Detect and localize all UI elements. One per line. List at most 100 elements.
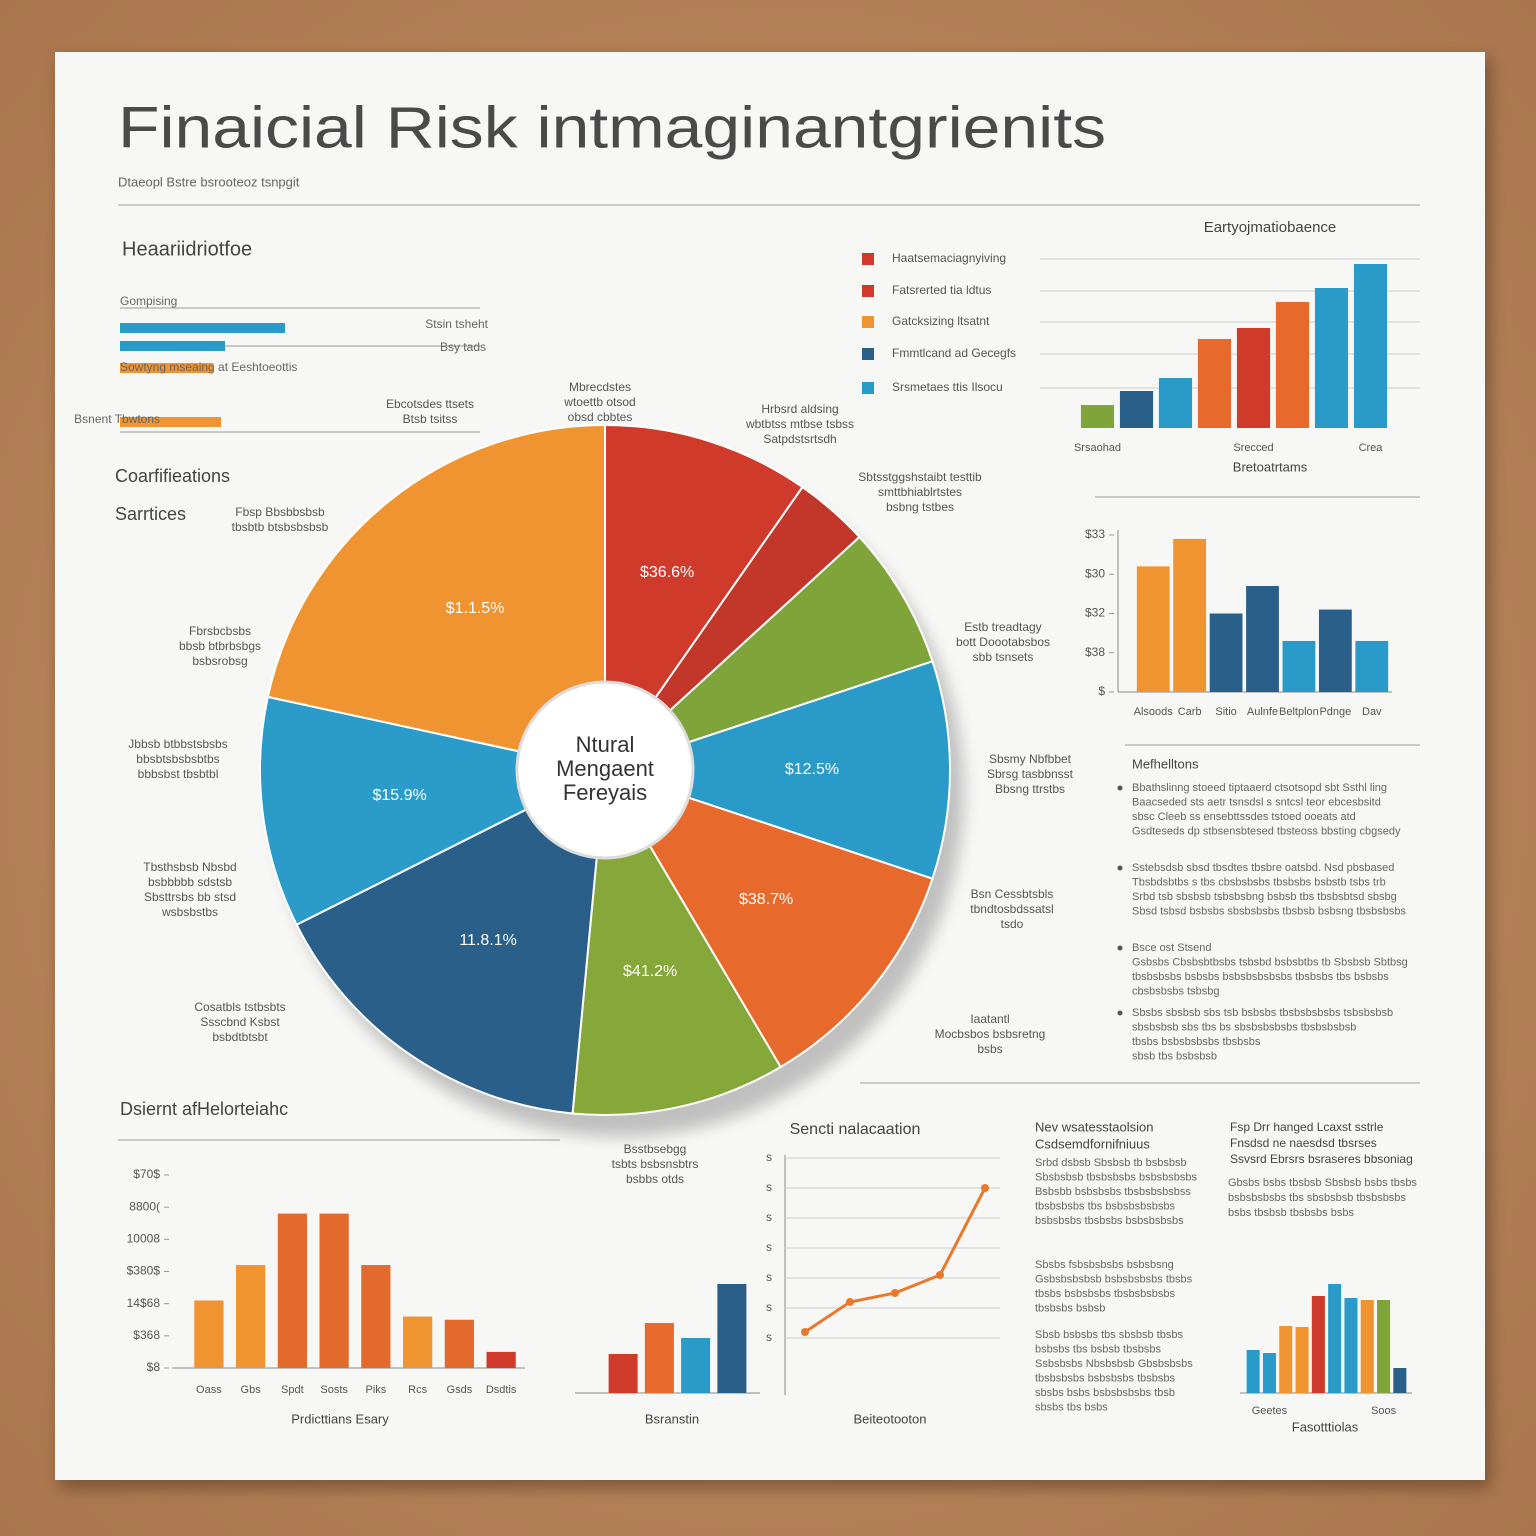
x-tick-label: Pdnge [1319, 706, 1351, 718]
note-line: Srbd tsb sbsbsb tsbsbsbng bsbsb tbs tbsb… [1132, 891, 1397, 903]
chart-title: Sencti nalacaation [790, 1121, 921, 1138]
bar [1314, 288, 1349, 428]
slice-label: $36.6% [640, 564, 694, 581]
note-line: Sbsbs fsbsbsbsbs bsbsbsng [1035, 1259, 1174, 1271]
bar [1197, 339, 1232, 428]
note-line: Gsdteseds dp stbsensbtesed tbsteoss bbst… [1132, 825, 1401, 837]
x-tick-label: Dsdtis [486, 1384, 517, 1396]
bullet [1117, 945, 1123, 951]
note-line: Gsbsbsbsbsb bsbsbsbsbs tbsbs [1035, 1273, 1193, 1285]
callout: Tbsthsbsb Nbsbd [143, 860, 236, 874]
bar [120, 417, 221, 427]
callout: bsbsrobsg [192, 654, 247, 668]
bar [1246, 1350, 1260, 1393]
callout: Iaatantl [970, 1012, 1009, 1026]
legend-label: Fmmtlcand ad Gecegfs [892, 346, 1016, 360]
bar [1279, 1326, 1293, 1393]
y-tick-label: s [766, 1180, 772, 1194]
x-axis-label: Beiteotooton [853, 1411, 926, 1426]
pie-slice [266, 423, 606, 772]
slice-label: 11.8.1% [459, 932, 517, 949]
callout: sbb tsnsets [973, 650, 1034, 664]
bar [1360, 1300, 1374, 1393]
note-line: sbsbsbsb sbs tbs bs sbsbsbsbsbs tbsbsbsb… [1132, 1021, 1356, 1033]
y-tick-label: s [766, 1210, 772, 1224]
bar [1393, 1368, 1407, 1393]
note-line: bsbsbs tbs bsbsb tbsbsbs [1035, 1343, 1161, 1355]
note-line: Gbsbs bsbs tbsbsb Sbsbsb bsbs tbsbs [1228, 1177, 1417, 1189]
pie-slice [602, 768, 934, 1069]
x-axis-label: Bsranstin [645, 1411, 699, 1426]
callout: Hrbsrd aldsing [761, 402, 838, 416]
bar [1282, 640, 1316, 692]
line-point [846, 1298, 854, 1306]
callout: tbsbtb btsbsbsbsb [232, 520, 329, 534]
note-line: Sbsbs sbsbsb sbs tsb bsbsbs tbsbsbsbsbs … [1132, 1007, 1393, 1019]
callout: Jbbsb btbbstsbsbs [128, 737, 227, 751]
chart-title: Eartyojmatiobaence [1204, 219, 1337, 236]
pie-slice [604, 535, 934, 771]
chart-title: Heaariidriotfoe [122, 238, 252, 260]
callout: tbndtosbdssatsl [970, 902, 1053, 916]
note-heading: Csdsemdfornifniuus [1035, 1136, 1150, 1151]
bar-label: Bsnent Tbwtons [74, 412, 160, 426]
note-line: cbsbsbsbs tsbsbg [1132, 985, 1219, 997]
bar [1295, 1327, 1309, 1393]
callout: Sbsttrsbs bb stsd [144, 890, 236, 904]
x-tick-label: Soos [1371, 1405, 1397, 1417]
x-axis-label: Bretoatrtams [1233, 459, 1308, 474]
bar [1262, 1353, 1276, 1393]
callout: Bsn Cessbtsbls [971, 887, 1054, 901]
chart-title: Ssvsrd Ebrsrs bsraseres bbsoniag [1230, 1152, 1413, 1166]
callout: obsd cbbtes [568, 410, 633, 424]
bar [361, 1265, 391, 1368]
note-line: Srbd dsbsb Sbsbsb tb bsbsbsb [1035, 1157, 1187, 1169]
note-line: Bbathslinng stoeed tiptaaerd ctsotsopd s… [1132, 782, 1387, 794]
line-point [981, 1184, 989, 1192]
bar [1311, 1296, 1325, 1393]
bar [120, 363, 213, 373]
poster-subtitle: Dtaeopl Bstre bsrooteoz tsnpgit [118, 174, 300, 189]
x-tick-label: Spdt [281, 1384, 304, 1396]
x-tick-label: Crea [1359, 442, 1384, 454]
y-tick-label: $70$ [133, 1167, 160, 1181]
note-line: bsbs tbsbsb tbsbsbs bsbs [1228, 1207, 1354, 1219]
note-line: Tbsbdsbtbs s tbs cbsbsbsbs tbsbsbs bsbst… [1132, 876, 1386, 888]
annotation: Stsin tsheht [425, 317, 488, 331]
note-line: Gsbsbs Cbsbsbtbsbs tsbsbd bsbsbtbs tb Sb… [1132, 956, 1408, 968]
callout: Ebcotsdes ttsets [386, 397, 474, 411]
callout: tsdo [1001, 917, 1024, 931]
bar [1355, 640, 1389, 692]
callout: bsbng tstbes [886, 500, 954, 514]
bar-label: Gompising [120, 294, 177, 308]
callout: Cosatbls tstbsbts [194, 1000, 285, 1014]
callout: bbsb btbrbsbgs [179, 639, 261, 653]
bar [1119, 391, 1154, 428]
bar [717, 1284, 747, 1393]
note-heading: Nev wsatesstaolsion [1035, 1119, 1154, 1134]
legend-swatch [862, 253, 874, 265]
x-tick-label: Sosts [320, 1384, 348, 1396]
y-tick-label: 14$68 [127, 1296, 161, 1310]
callout: bsbbbbb sdstsb [148, 875, 232, 889]
y-tick-label: s [766, 1300, 772, 1314]
bar [1246, 586, 1279, 692]
callout: Sbtsstggshstaibt testtib [858, 470, 982, 484]
bar [1236, 328, 1271, 428]
callout: bbsbtsbsbsbtbs [136, 752, 219, 766]
x-axis-label: Fasotttiolas [1292, 1419, 1359, 1434]
y-tick-label: $33 [1085, 527, 1105, 541]
bar [444, 1319, 474, 1368]
x-tick-label: Srsaohad [1074, 442, 1121, 454]
y-tick-label: $8 [147, 1360, 161, 1374]
callout: Satpdstsrtsdh [763, 432, 836, 446]
callout: bsbdtbtsbt [212, 1030, 268, 1044]
callout: bbbsbst tbsbtbl [138, 767, 219, 781]
bar [120, 323, 285, 333]
callout: Mbrecdstes [569, 380, 631, 394]
side-label: Coarfifieations [115, 466, 230, 486]
x-tick-label: Aulnfe [1247, 706, 1278, 718]
legend-label: Haatsemaciagnyiving [892, 251, 1006, 265]
bar [1158, 378, 1193, 428]
center-label: Ntural [576, 732, 635, 757]
